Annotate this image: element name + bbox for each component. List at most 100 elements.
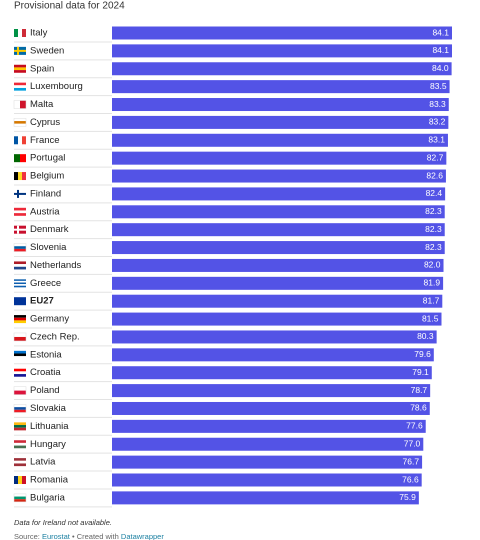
- flag: [14, 317, 26, 321]
- category-label: Malta: [30, 99, 54, 110]
- category-label: Lithuania: [30, 421, 69, 432]
- value-label: 82.3: [425, 206, 442, 216]
- flag: [14, 350, 26, 354]
- flag-border: [13, 100, 27, 109]
- flag: [14, 315, 26, 318]
- category-label: Spain: [30, 63, 54, 74]
- bar: [112, 276, 444, 290]
- flag: [14, 49, 26, 52]
- value-label: 83.5: [430, 81, 447, 91]
- category-label: Belgium: [30, 171, 64, 182]
- category-label: Luxembourg: [30, 81, 83, 92]
- flag: [14, 213, 26, 216]
- flag: [22, 476, 26, 484]
- value-label: 79.1: [412, 367, 429, 377]
- note: Data for Ireland not available.: [14, 518, 112, 527]
- value-label: 76.7: [403, 456, 420, 466]
- category-label: Denmark: [30, 224, 69, 235]
- category-label: Sweden: [30, 45, 64, 56]
- flag: [14, 368, 26, 372]
- flag: [14, 243, 26, 247]
- credit-link[interactable]: Datawrapper: [121, 532, 164, 540]
- value-label: 82.6: [426, 170, 443, 180]
- flag: [14, 427, 26, 431]
- value-label: 82.0: [424, 260, 441, 270]
- category-label: Greece: [30, 278, 61, 289]
- flag: [14, 246, 26, 249]
- value-label: 77.0: [404, 438, 421, 448]
- category-label: Romania: [30, 475, 69, 486]
- category-label: Croatia: [30, 367, 61, 378]
- value-label: 82.3: [425, 224, 442, 234]
- category-label: Estonia: [30, 349, 62, 360]
- bar: [112, 115, 449, 129]
- flag: [20, 100, 26, 109]
- flag: [14, 332, 26, 337]
- flag-border: [13, 243, 27, 252]
- value-label: 84.1: [432, 27, 449, 37]
- bar: [112, 437, 424, 451]
- flag-border: [13, 332, 27, 342]
- flag: [22, 29, 26, 37]
- value-label: 82.4: [426, 188, 443, 198]
- bar: [112, 151, 447, 165]
- flag: [22, 172, 26, 181]
- flag: [14, 282, 26, 285]
- flag: [14, 279, 26, 281]
- value-label: 76.6: [402, 474, 419, 484]
- flag: [14, 284, 26, 286]
- flag: [14, 261, 26, 265]
- flag: [14, 29, 18, 37]
- value-label: 83.3: [429, 99, 446, 109]
- value-label: 81.5: [422, 313, 439, 323]
- flag: [22, 136, 26, 145]
- bar: [112, 384, 431, 398]
- chart-subtitle: Provisional data for 2024: [14, 1, 125, 12]
- category-label: Austria: [30, 206, 60, 217]
- flag: [14, 496, 26, 500]
- value-label: 78.7: [411, 385, 428, 395]
- flag-border: [13, 386, 27, 395]
- flag: [14, 493, 26, 497]
- flag: [14, 460, 26, 464]
- category-label: Hungary: [30, 439, 66, 450]
- flag: [18, 172, 22, 181]
- flag: [14, 404, 26, 408]
- category-label: Slovenia: [30, 242, 67, 253]
- flag: [14, 422, 26, 426]
- flag: [14, 210, 26, 214]
- flag: [14, 440, 26, 443]
- bar: [112, 80, 450, 94]
- bar: [112, 473, 422, 487]
- flag: [14, 458, 26, 461]
- flag: [18, 29, 22, 37]
- value-label: 82.3: [425, 242, 442, 252]
- flag: [14, 82, 26, 86]
- flag: [14, 85, 26, 88]
- bar: [112, 223, 445, 237]
- category-label: France: [30, 135, 60, 146]
- category-label: EU27: [30, 296, 54, 307]
- source-link[interactable]: Eurostat: [42, 532, 71, 540]
- flag: [14, 320, 26, 324]
- flag: [14, 353, 26, 357]
- credit-label: • Created with: [72, 532, 119, 540]
- flag: [14, 499, 26, 502]
- flag: [14, 407, 26, 410]
- bar: [112, 26, 452, 40]
- category-label: Cyprus: [30, 117, 60, 128]
- bar: [112, 348, 434, 362]
- flag: [14, 118, 26, 122]
- flag: [14, 87, 26, 91]
- bar: [112, 44, 452, 58]
- value-label: 83.1: [428, 135, 445, 145]
- flag: [14, 336, 26, 341]
- bar: [112, 366, 432, 380]
- flag: [14, 67, 26, 71]
- flag: [14, 123, 26, 127]
- bar: [112, 98, 449, 112]
- flag: [14, 445, 26, 449]
- bar: [112, 294, 443, 308]
- category-label: Latvia: [30, 457, 56, 468]
